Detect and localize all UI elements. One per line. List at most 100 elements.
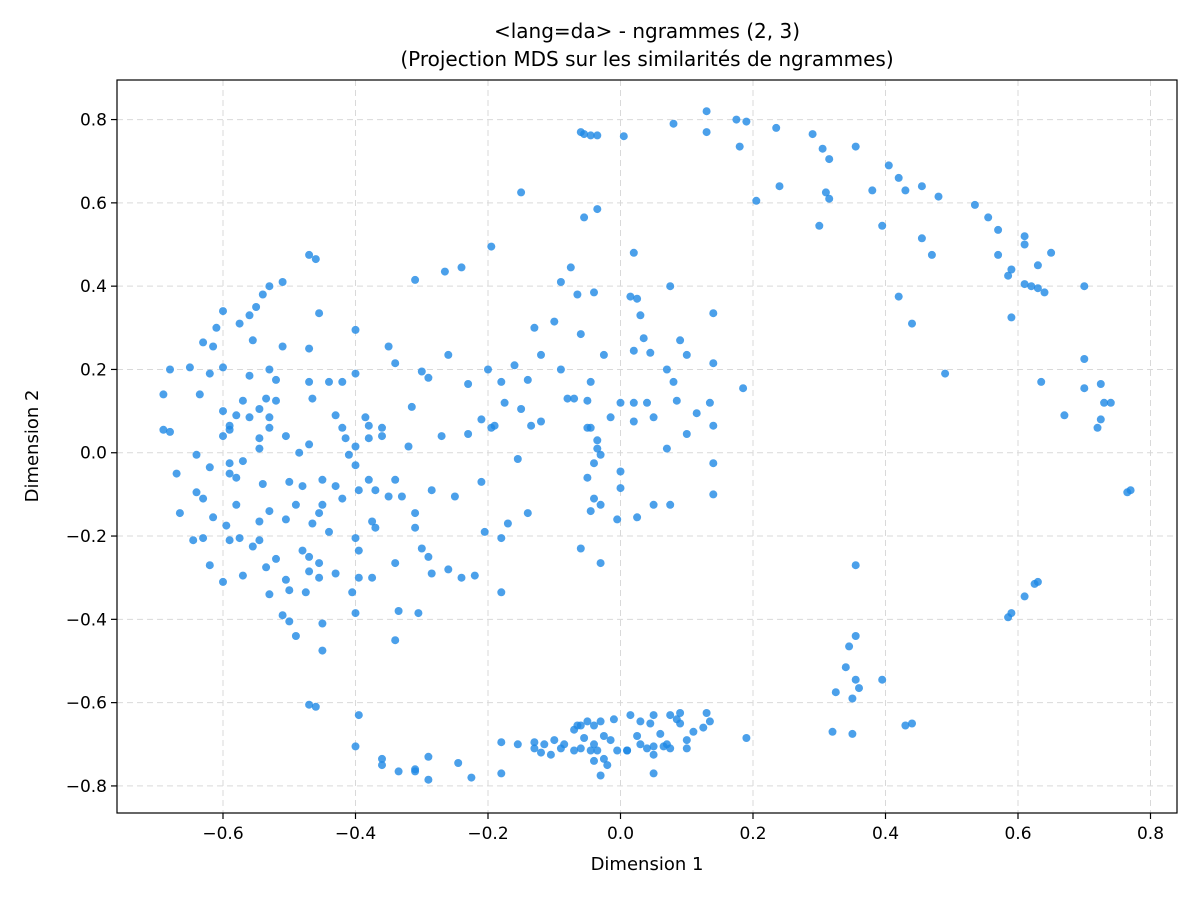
scatter-point (305, 700, 314, 709)
scatter-point (566, 263, 575, 272)
scatter-point (189, 536, 198, 545)
scatter-point (258, 480, 267, 488)
scatter-point (371, 486, 380, 495)
scatter-point (841, 663, 850, 672)
scatter-point (537, 417, 545, 426)
scatter-point (1004, 271, 1013, 280)
scatter-point (580, 130, 589, 139)
scatter-point (1020, 232, 1029, 241)
scatter-point (281, 515, 290, 524)
scatter-point (245, 371, 254, 380)
scatter-point (238, 396, 247, 405)
scatter-point (252, 303, 261, 311)
scatter-point (556, 744, 565, 753)
scatter-point (851, 675, 860, 684)
scatter-point (590, 494, 598, 503)
scatter-point (636, 740, 645, 749)
scatter-point (1020, 240, 1029, 249)
scatter-point (397, 492, 406, 501)
scatter-point (709, 309, 718, 318)
scatter-point (411, 509, 420, 518)
scatter-point (590, 740, 598, 749)
scatter-point (192, 488, 201, 497)
scatter-point (616, 467, 625, 476)
scatter-point (1126, 486, 1135, 495)
scatter-point (672, 396, 681, 405)
scatter-point (444, 350, 453, 359)
scatter-point (232, 473, 241, 482)
scatter-point (351, 609, 360, 618)
scatter-point (258, 290, 267, 299)
scatter-point (368, 573, 377, 582)
scatter-point (984, 213, 993, 222)
scatter-point (1007, 265, 1016, 274)
scatter-point (245, 413, 254, 422)
scatter-point (368, 517, 377, 526)
scatter-point (424, 752, 433, 761)
scatter-point (646, 348, 655, 357)
scatter-point (590, 459, 598, 468)
scatter-point (742, 117, 751, 126)
scatter-point (586, 131, 595, 140)
scatter-point (666, 282, 675, 291)
scatter-point (1020, 280, 1029, 289)
scatter-point (576, 744, 585, 753)
scatter-point (556, 365, 565, 374)
scatter-point (1096, 380, 1105, 388)
scatter-point (994, 250, 1003, 259)
scatter-point (633, 294, 642, 303)
scatter-point (219, 577, 227, 586)
scatter-point (709, 490, 718, 499)
scatter-point (225, 469, 234, 478)
scatter-point (255, 536, 264, 545)
scatter-point (265, 590, 274, 599)
scatter-point (606, 413, 615, 422)
scatter-point (1004, 613, 1013, 622)
scatter-point (1080, 282, 1089, 291)
scatter-point (232, 411, 241, 420)
scatter-point (1047, 248, 1056, 257)
scatter-point (225, 425, 234, 434)
scatter-point (245, 311, 254, 320)
y-tick-label: −0.2 (66, 527, 107, 547)
scatter-point (278, 611, 287, 620)
scatter-point (384, 492, 393, 501)
scatter-point (424, 373, 433, 382)
scatter-point (364, 434, 373, 443)
scatter-point (666, 744, 675, 753)
scatter-point (1033, 284, 1042, 293)
scatter-point (775, 182, 784, 191)
scatter-point (248, 542, 257, 551)
scatter-point (235, 319, 244, 328)
scatter-point (682, 350, 691, 359)
scatter-point (265, 507, 274, 516)
scatter-point (682, 744, 691, 753)
plot-frame (116, 79, 1178, 814)
scatter-point (301, 588, 310, 597)
y-tick-label: 0.4 (80, 277, 107, 297)
scatter-point (464, 430, 473, 438)
scatter-point (586, 377, 595, 386)
y-tick-label: 0.8 (80, 111, 107, 131)
scatter-point (537, 748, 545, 757)
scatter-point (643, 744, 651, 753)
scatter-point (709, 359, 718, 368)
scatter-point (599, 732, 608, 740)
scatter-point (351, 461, 360, 470)
x-tick-label: 0.2 (739, 824, 766, 844)
scatter-point (331, 411, 340, 420)
scatter-point (537, 350, 545, 359)
scatter-point (705, 717, 714, 726)
scatter-point (1080, 384, 1089, 393)
scatter-point (318, 619, 327, 628)
scatter-point (702, 709, 711, 717)
scatter-point (497, 377, 506, 386)
scatter-point (633, 513, 642, 522)
scatter-point (378, 761, 386, 770)
scatter-point (480, 527, 489, 536)
scatter-point (709, 421, 718, 430)
scatter-point (616, 484, 625, 493)
axis-ticks: −0.6 −0.4 −0.2 0.0 0.2 0.4 0.6 0.8 −0.8 −0.6 −0.4 −… (66, 111, 1164, 844)
scatter-point (235, 534, 244, 543)
scatter-point (467, 773, 476, 782)
